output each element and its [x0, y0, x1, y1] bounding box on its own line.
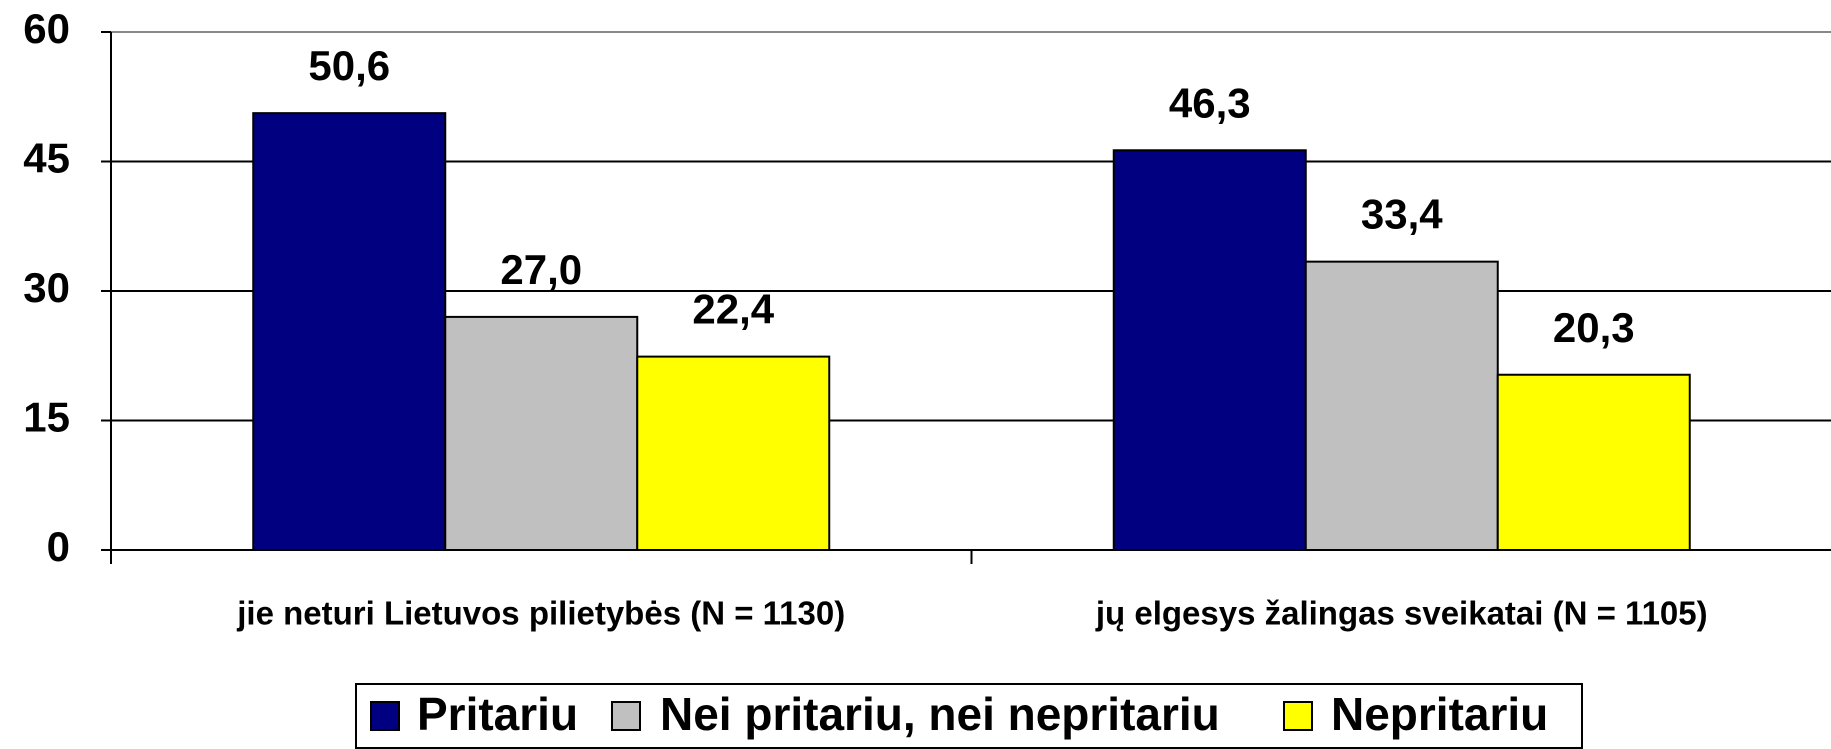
bar: [444, 315, 639, 551]
y-tick-label: 60: [23, 5, 70, 52]
value-label: 33,4: [1361, 191, 1443, 238]
value-label: 50,6: [308, 42, 390, 89]
bar: [1496, 373, 1691, 552]
y-tick-label: 15: [23, 394, 70, 441]
legend-label: Nei pritariu, nei nepritariu: [660, 688, 1220, 740]
legend-swatch: [611, 701, 641, 731]
value-label: 27,0: [500, 246, 582, 293]
legend-swatch: [370, 701, 400, 731]
y-tick-label: 45: [23, 135, 70, 182]
legend-swatch: [1283, 701, 1313, 731]
bar: [1304, 260, 1499, 551]
legend-box: [355, 683, 1583, 749]
bar: [636, 355, 831, 552]
legend-label: Nepritariu: [1331, 688, 1548, 740]
value-label: 20,3: [1553, 304, 1635, 351]
value-label: 22,4: [692, 286, 774, 333]
legend-label: Pritariu: [417, 688, 578, 740]
y-tick-label: 0: [47, 523, 70, 570]
bar: [1112, 149, 1307, 551]
bar: [252, 112, 447, 552]
value-label: 46,3: [1169, 79, 1251, 126]
x-tick-label: jie neturi Lietuvos pilietybės (N = 1130…: [236, 595, 845, 632]
y-tick-label: 30: [23, 264, 70, 311]
x-tick-label: jų elgesys žalingas sveikatai (N = 1105): [1095, 595, 1708, 632]
